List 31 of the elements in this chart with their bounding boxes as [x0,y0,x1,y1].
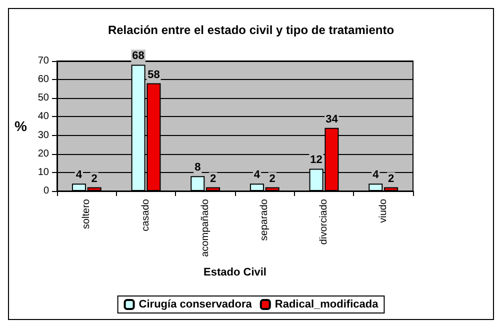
y-tick-label: 60 [38,74,50,86]
data-label: 4 [76,169,83,182]
y-tick-label: 30 [38,130,50,141]
x-tick-label: divorciado [318,198,330,245]
legend-label: Cirugía conservadora [138,298,253,310]
data-label: 4 [254,169,261,182]
y-tick-label: 70 [38,56,50,66]
data-label: 2 [269,172,276,185]
x-axis-title: Estado Civil [204,266,266,278]
legend-label: Radical_modificada [274,298,380,310]
data-label: 58 [148,68,160,81]
x-tick-label: soltero [81,198,92,230]
data-label: 12 [310,154,322,166]
x-tick-label: casado [140,198,152,232]
x-tick-label: acompañado [200,198,211,257]
data-label: 4 [372,169,380,182]
y-tick-label: 0 [43,186,50,196]
data-label: 8 [194,162,201,174]
data-label: 2 [91,172,98,185]
data-label: 68 [132,50,144,62]
y-tick-label: 40 [38,111,50,122]
data-label: 34 [326,113,339,126]
y-tick-label: 20 [38,148,50,160]
chart-title: Relación entre el estado civil y tipo de tratamiento [108,23,394,37]
data-label: 2 [210,172,216,185]
y-tick-label: 50 [38,92,50,104]
x-tick-label: viudo [378,198,389,223]
y-axis-title: % [14,118,28,134]
y-tick-label: 10 [38,166,50,178]
data-label: 2 [388,172,394,185]
x-tick-label: separado [259,198,270,241]
